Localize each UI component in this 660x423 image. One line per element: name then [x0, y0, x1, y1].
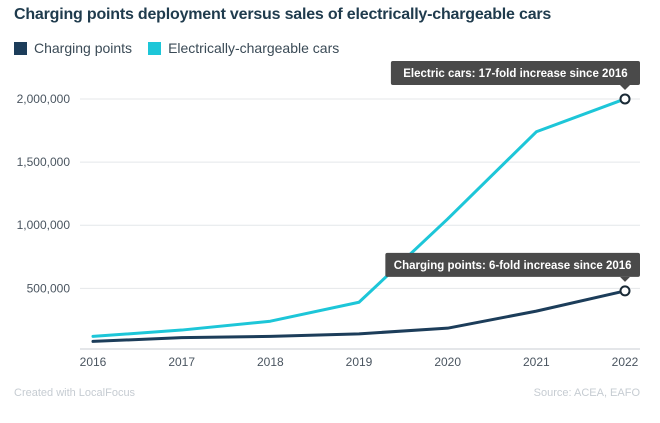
- annotation-pointer: [620, 276, 630, 282]
- x-tick-label: 2016: [80, 355, 107, 369]
- legend-swatch-electric-cars: [148, 41, 162, 55]
- legend-item-charging-points[interactable]: Charging points: [14, 40, 132, 56]
- legend-label-charging-points: Charging points: [34, 40, 133, 56]
- data-point-marker[interactable]: [619, 93, 631, 105]
- y-tick-label: 500,000: [27, 281, 71, 295]
- annotation-box: [385, 252, 640, 277]
- x-tick-label: 2022: [612, 355, 639, 369]
- x-tick-label: 2020: [434, 355, 461, 369]
- annotation-label: Charging points: 6-fold increase since 2…: [394, 260, 632, 272]
- x-tick-label: 2021: [523, 355, 550, 369]
- footer-source: Source: ACEA, EAFO: [533, 387, 640, 399]
- annotation-pointer: [620, 84, 630, 90]
- legend-label-electric-cars: Electrically-chargeable cars: [168, 40, 340, 56]
- y-tick-label: 2,000,000: [17, 92, 71, 106]
- legend-swatch-charging-points: [14, 41, 27, 55]
- footer-credit: Created with LocalFocus: [14, 387, 136, 399]
- annotation-label: Electric cars: 17-fold increase since 20…: [403, 68, 627, 80]
- data-point-marker[interactable]: [619, 285, 631, 297]
- chart-title: Charging points deployment versus sales …: [14, 6, 552, 23]
- annotation-box: [390, 60, 640, 85]
- x-tick-label: 2017: [168, 355, 195, 369]
- x-tick-label: 2019: [346, 355, 373, 369]
- y-tick-label: 1,000,000: [17, 218, 71, 232]
- legend: Charging points Electrically-chargeable …: [14, 40, 355, 56]
- y-tick-label: 1,500,000: [17, 155, 71, 169]
- legend-item-electric-cars[interactable]: Electrically-chargeable cars: [148, 40, 339, 56]
- series-line-electric-cars: [91, 97, 627, 338]
- series-line-charging-points: [91, 289, 627, 343]
- x-tick-label: 2018: [257, 355, 284, 369]
